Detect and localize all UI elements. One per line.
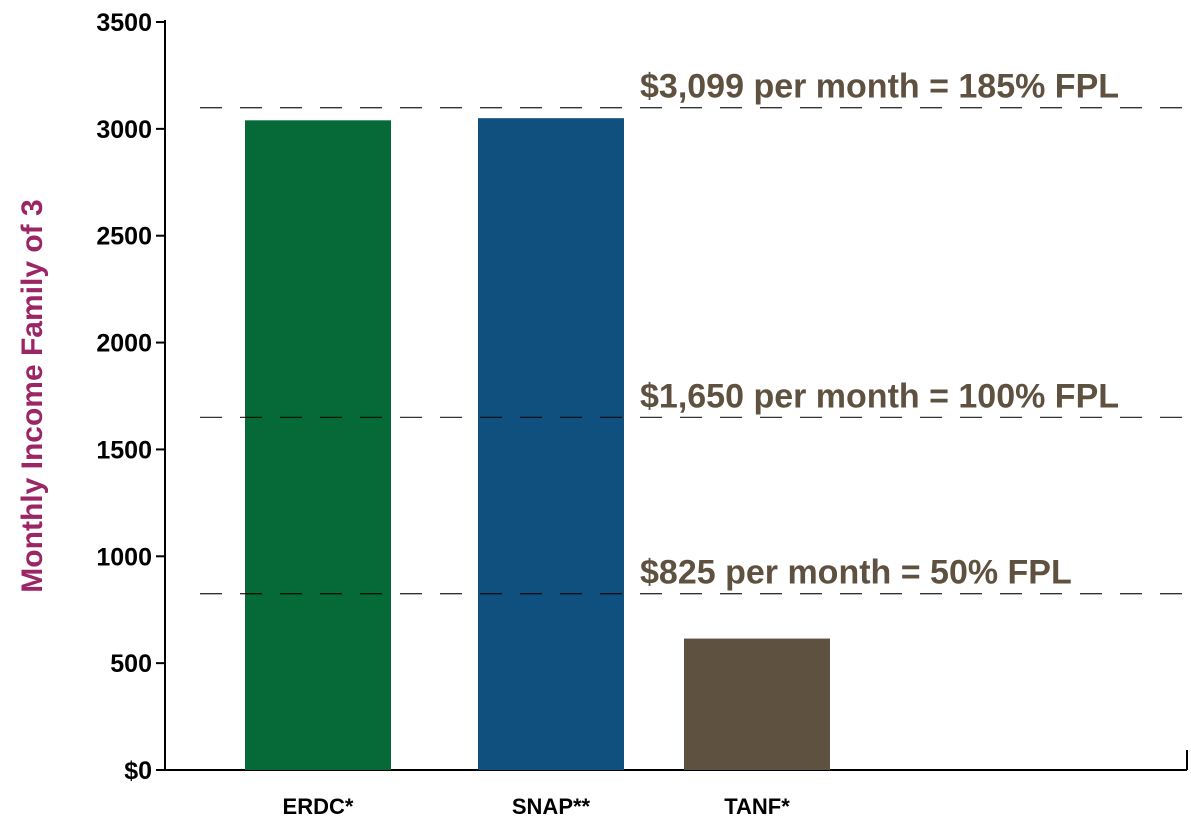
reference-label: $1,650 per month = 100% FPL [640,377,1119,415]
reference-label: $825 per month = 50% FPL [640,554,1072,592]
x-tick-label: TANF* [724,794,790,819]
reference-label: $3,099 per month = 185% FPL [640,68,1119,106]
y-tick-label: 2000 [96,330,152,358]
y-tick-label: 3500 [96,9,152,37]
y-tick-label: $0 [124,757,152,785]
bar [684,638,830,770]
y-tick-label: 2500 [96,223,152,251]
y-tick-label: 1500 [96,436,152,464]
y-axis-label: Monthly Income Family of 3 [16,199,49,592]
x-tick-label: ERDC* [283,794,354,819]
bar [245,120,391,770]
x-tick-label: SNAP** [512,794,591,819]
y-tick-label: 1000 [96,543,152,571]
y-tick-label: 500 [110,650,152,678]
bar [478,118,624,770]
y-tick-label: 3000 [96,116,152,144]
